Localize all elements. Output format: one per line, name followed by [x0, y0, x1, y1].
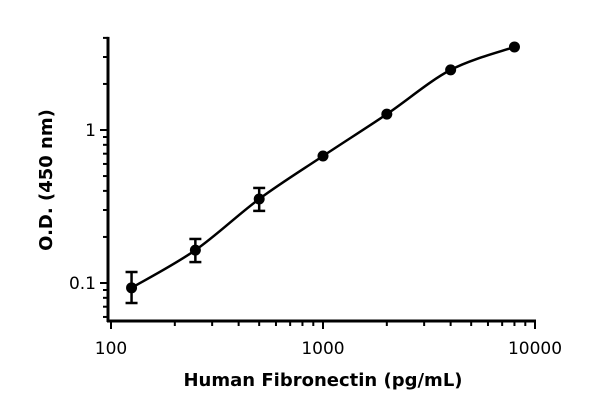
data-point	[126, 282, 138, 294]
data-point	[189, 244, 201, 256]
data-point	[381, 108, 393, 120]
x-tick-label: 1000	[301, 339, 344, 359]
fit-curve-path	[130, 45, 515, 289]
data-point	[253, 193, 265, 205]
x-axis-title: Human Fibronectin (pg/mL)	[183, 370, 462, 391]
y-axis-title: O.D. (450 nm)	[36, 109, 57, 251]
axes: 0.1 1 100 1000 10000	[69, 36, 562, 359]
axis-labels: Human Fibronectin (pg/mL) O.D. (450 nm)	[36, 109, 463, 391]
x-tick-label: 10000	[508, 339, 562, 359]
data-point	[445, 64, 457, 76]
data-point	[508, 41, 520, 53]
y-tick-label: 0.1	[69, 274, 96, 294]
data-point	[317, 150, 329, 162]
y-tick-label: 1	[85, 121, 96, 141]
data-points	[125, 41, 520, 305]
x-tick-label: 100	[95, 339, 127, 359]
fit-curve	[130, 45, 515, 289]
